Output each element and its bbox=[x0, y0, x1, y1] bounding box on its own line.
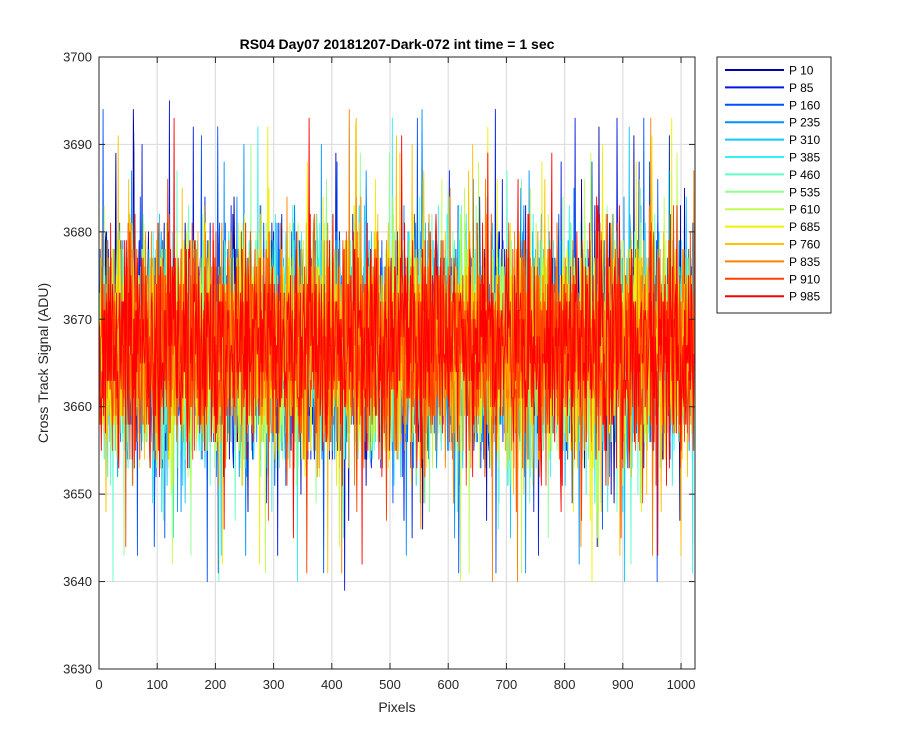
legend-item[interactable]: P 535 bbox=[725, 185, 820, 199]
x-tick-label: 500 bbox=[379, 677, 401, 692]
legend-item[interactable]: P 610 bbox=[725, 203, 820, 217]
legend-label: P 985 bbox=[789, 290, 820, 304]
y-tick-label: 3680 bbox=[63, 224, 92, 239]
legend-label: P 835 bbox=[789, 255, 820, 269]
y-tick-label: 3640 bbox=[63, 574, 92, 589]
x-tick-label: 100 bbox=[146, 677, 168, 692]
legend-item[interactable]: P 235 bbox=[725, 116, 820, 130]
legend-label: P 685 bbox=[789, 220, 820, 234]
y-tick-label: 3650 bbox=[63, 487, 92, 502]
legend-item[interactable]: P 760 bbox=[725, 238, 820, 252]
legend-box bbox=[716, 56, 832, 314]
legend-label: P 610 bbox=[789, 203, 820, 217]
y-tick-label: 3660 bbox=[63, 399, 92, 414]
legend-label: P 910 bbox=[789, 272, 820, 286]
legend-item[interactable]: P 385 bbox=[725, 151, 820, 165]
legend-item[interactable]: P 985 bbox=[725, 290, 820, 304]
x-tick-label: 900 bbox=[612, 677, 634, 692]
series-lines bbox=[99, 100, 695, 591]
legend-label: P 760 bbox=[789, 238, 820, 252]
y-tick-label: 3630 bbox=[63, 662, 92, 677]
legend-label: P 385 bbox=[789, 151, 820, 165]
chart-title: RS04 Day07 20181207-Dark-072 int time = … bbox=[240, 36, 555, 52]
legend-label: P 235 bbox=[789, 116, 820, 130]
legend-item[interactable]: P 160 bbox=[725, 98, 820, 112]
x-axis-label: Pixels bbox=[378, 699, 415, 715]
y-tick-label: 3690 bbox=[63, 137, 92, 152]
x-tick-label: 700 bbox=[496, 677, 518, 692]
x-tick-label: 0 bbox=[95, 677, 102, 692]
legend-item[interactable]: P 85 bbox=[725, 81, 814, 95]
x-tick-label: 1000 bbox=[667, 677, 696, 692]
legend-item[interactable]: P 310 bbox=[725, 133, 820, 147]
legend-label: P 10 bbox=[789, 64, 814, 78]
legend-label: P 535 bbox=[789, 185, 820, 199]
legend-item[interactable]: P 10 bbox=[725, 64, 814, 78]
legend[interactable]: P 10 P 85 P 160 P 235 P 310 P 385 P 460 P 535 P … bbox=[716, 56, 832, 314]
legend-label: P 85 bbox=[789, 81, 814, 95]
axis-ticks: 0 100 200 300 400 500 600 700 800 900 1000 3630 3640… bbox=[63, 50, 695, 693]
legend-item[interactable]: P 685 bbox=[725, 220, 820, 234]
x-tick-label: 600 bbox=[437, 677, 459, 692]
axes-box bbox=[98, 56, 696, 670]
x-tick-label: 800 bbox=[554, 677, 576, 692]
legend-item[interactable]: P 910 bbox=[725, 272, 820, 286]
x-tick-label: 300 bbox=[263, 677, 285, 692]
legend-items: P 10 P 85 P 160 P 235 P 310 P 385 P 460 P 535 P … bbox=[725, 64, 820, 304]
legend-label: P 160 bbox=[789, 98, 820, 112]
legend-item[interactable]: P 460 bbox=[725, 168, 820, 182]
y-tick-label: 3670 bbox=[63, 312, 92, 327]
y-tick-label: 3700 bbox=[63, 50, 92, 65]
x-tick-label: 200 bbox=[205, 677, 227, 692]
legend-label: P 310 bbox=[789, 133, 820, 147]
y-axis-label: Cross Track Signal (ADU) bbox=[35, 283, 51, 443]
x-tick-label: 400 bbox=[321, 677, 343, 692]
legend-label: P 460 bbox=[789, 168, 820, 182]
series-line-p-985 bbox=[99, 117, 695, 565]
legend-item[interactable]: P 835 bbox=[725, 255, 820, 269]
plot-area: 0 100 200 300 400 500 600 700 800 900 1000 3630 3640… bbox=[63, 50, 696, 693]
